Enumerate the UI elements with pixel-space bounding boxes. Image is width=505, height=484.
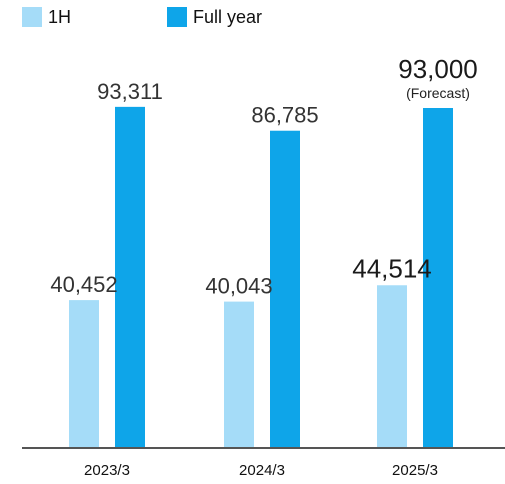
- value-label-full-year-2024-3: 86,785: [251, 103, 318, 128]
- legend: 1H Full year: [0, 0, 505, 40]
- value-labels-group: 40,452 93,311 40,043 86,785 44,514 (Forecast)…: [50, 54, 477, 299]
- x-tick-label-2025-3: 2025/3: [392, 462, 438, 479]
- x-tick-label-2023-3: 2023/3: [84, 462, 130, 479]
- bar-1h-2024-3: [224, 301, 254, 448]
- bar-1h-2023-3: [69, 300, 99, 448]
- value-label-full-year-2025-3: 93,000: [398, 54, 478, 84]
- value-label-1h-2024-3: 40,043: [205, 274, 272, 299]
- legend-swatch-full-year: [167, 7, 187, 27]
- bar-full-year-2023-3: [115, 106, 145, 449]
- bars-group: [69, 106, 453, 449]
- bar-1h-2025-3: [377, 285, 407, 448]
- legend-label-1h: 1H: [48, 7, 72, 27]
- value-label-1h-2023-3: 40,452: [50, 272, 117, 297]
- x-tick-label-2024-3: 2024/3: [239, 462, 285, 479]
- value-label-full-year-2023-3: 93,311: [97, 79, 163, 104]
- bar-full-year-2024-3: [270, 130, 300, 449]
- annotation-forecast: (Forecast): [406, 85, 470, 101]
- legend-label-full-year: Full year: [193, 7, 263, 27]
- x-tick-labels-group: 2023/3 2024/3 2025/3: [84, 462, 438, 479]
- legend-swatch-1h: [22, 7, 42, 27]
- bar-full-year-2025-3: [423, 108, 453, 448]
- value-label-1h-2025-3: 44,514: [352, 253, 432, 283]
